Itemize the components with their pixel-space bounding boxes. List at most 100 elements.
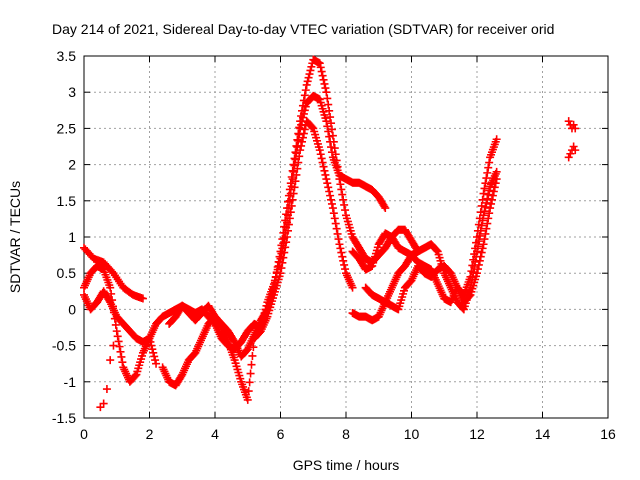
data-point (304, 73, 313, 82)
data-point (338, 252, 347, 261)
data-point (285, 214, 294, 223)
data-point (478, 244, 487, 253)
data-points (80, 55, 580, 412)
data-point (244, 387, 253, 396)
data-point (283, 233, 292, 241)
data-point (479, 240, 488, 249)
data-point (247, 360, 256, 369)
data-point (279, 253, 288, 262)
data-point (334, 235, 343, 244)
data-point (331, 219, 340, 228)
data-point (337, 248, 346, 257)
data-point (138, 294, 147, 303)
data-point (480, 207, 489, 216)
data-point (475, 231, 484, 240)
data-point (492, 135, 501, 144)
data-point (287, 201, 296, 210)
data-point (315, 146, 324, 155)
data-point (289, 160, 298, 169)
data-point (246, 369, 255, 378)
data-point (283, 204, 292, 213)
y-tick-label: -1.5 (52, 410, 76, 426)
data-point (274, 257, 283, 266)
data-point (469, 268, 478, 277)
data-point (481, 179, 490, 188)
data-point (273, 262, 282, 271)
data-point (308, 123, 317, 132)
data-point (491, 179, 500, 188)
data-point (327, 143, 336, 152)
data-point (328, 131, 337, 140)
data-point (333, 162, 342, 171)
x-tick-label: 10 (404, 426, 420, 442)
data-point (269, 283, 278, 292)
data-point (286, 179, 295, 188)
y-tick-label: 1 (68, 229, 76, 245)
data-point (488, 191, 497, 200)
data-point (248, 351, 257, 360)
data-point (148, 345, 157, 354)
data-point (300, 91, 309, 100)
data-point (327, 119, 336, 128)
x-tick-label: 6 (277, 426, 285, 442)
data-point (473, 247, 481, 256)
data-point (330, 214, 339, 223)
data-point (320, 166, 329, 175)
data-point (336, 180, 345, 189)
data-point (482, 174, 491, 183)
data-point (480, 235, 489, 244)
y-tick-label: 2 (68, 157, 76, 173)
data-point (287, 173, 296, 182)
data-point (270, 278, 279, 287)
data-point (465, 291, 474, 300)
data-point (294, 158, 303, 167)
data-point (318, 71, 327, 80)
x-tick-label: 0 (80, 426, 88, 442)
x-tick-label: 14 (535, 426, 551, 442)
data-point (318, 158, 327, 167)
data-point (325, 106, 334, 115)
data-point (473, 269, 481, 278)
data-point (106, 356, 115, 365)
data-point (432, 246, 441, 255)
data-point (478, 216, 487, 225)
series-track-1 (80, 243, 147, 303)
data-point (337, 185, 346, 194)
data-point (278, 258, 287, 267)
data-point (321, 170, 330, 179)
x-tick-label: 8 (342, 426, 350, 442)
data-point (490, 183, 499, 192)
data-point (99, 399, 108, 408)
tick-labels: 0 2 4 6 8 10 12 14 16 -1.5 -1 -0.5 0 0.5 1 1.5 2 2.5 3 3.5 (52, 48, 616, 442)
data-point (381, 204, 390, 213)
data-point (114, 337, 123, 346)
data-point (476, 252, 485, 261)
data-point (340, 200, 349, 209)
data-point (298, 133, 307, 142)
data-point (301, 86, 310, 95)
data-point (474, 260, 483, 269)
data-point (485, 158, 494, 167)
data-point (323, 94, 332, 103)
data-point (295, 123, 304, 132)
data-point (335, 240, 344, 249)
y-tick-label: -1 (64, 374, 77, 390)
data-point (115, 342, 124, 351)
data-point (484, 190, 493, 199)
data-point (484, 214, 493, 223)
data-point (328, 204, 337, 213)
data-point (279, 228, 288, 237)
data-point (327, 199, 336, 208)
data-point (149, 348, 158, 357)
y-tick-label: -0.5 (52, 338, 76, 354)
data-point (262, 306, 271, 315)
data-point (325, 187, 334, 196)
data-point (486, 204, 495, 213)
data-point (332, 224, 341, 233)
data-point (332, 156, 341, 165)
data-point (276, 247, 285, 256)
data-point (316, 63, 325, 72)
data-point (117, 352, 126, 361)
data-point (330, 144, 339, 153)
y-tick-label: 0 (68, 301, 76, 317)
